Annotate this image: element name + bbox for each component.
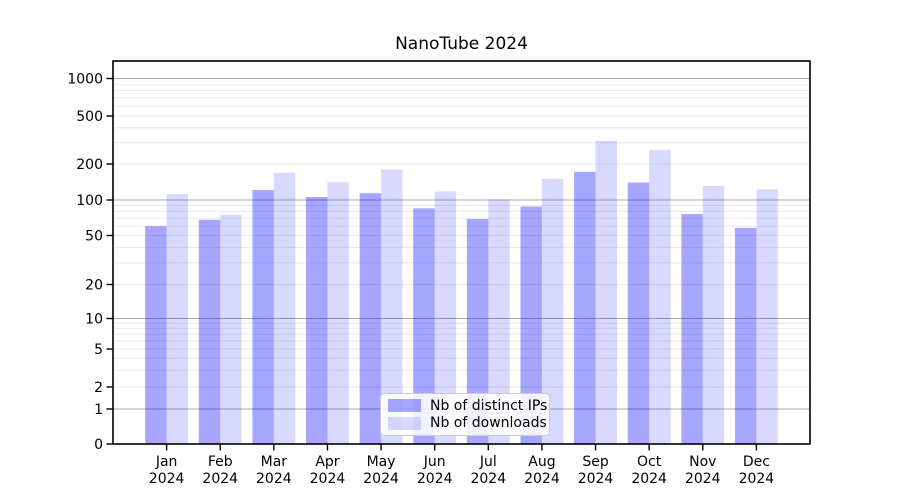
y-tick-label: 500 [76,109,103,125]
bar-downloads-mar [273,172,296,444]
bar-downloads-jul [488,199,510,444]
bar-distinct-ips-aug [520,206,542,444]
legend-item-distinct-ips: Nb of distinct IPs [388,397,547,414]
y-tick-label: 1 [94,402,103,418]
legend-swatch-downloads [388,416,421,430]
plot-border [112,60,811,445]
x-tick-label-year: 2024 [739,471,775,487]
bar-downloads-apr [327,182,349,444]
x-tick-label-month: Mar [261,454,288,470]
y-tick-label: 1000 [67,72,103,88]
x-tick-label-month: Sep [582,454,609,470]
x-tick-label-month: Jun [423,454,446,470]
bar-distinct-ips-dec [734,227,757,444]
x-tick-label-month: May [367,454,396,470]
x-tick-label-year: 2024 [524,471,560,487]
x-tick-label-month: Dec [743,454,770,470]
x-tick-label-year: 2024 [310,471,346,487]
y-tick-label: 10 [85,312,103,328]
bar-distinct-ips-jul [466,219,489,444]
x-tick-label-year: 2024 [256,471,292,487]
bar-distinct-ips-may [359,193,382,444]
bar-downloads-feb [220,214,242,444]
bar-downloads-jan [166,194,189,444]
x-tick-label-year: 2024 [685,471,721,487]
x-tick-label-month: Aug [528,454,555,470]
x-tick-label-year: 2024 [202,471,238,487]
x-tick-label-month: Oct [637,454,662,470]
bar-distinct-ips-feb [198,219,221,444]
y-tick-label: 50 [85,229,103,245]
x-tick-label-month: Feb [208,454,233,470]
bar-distinct-ips-mar [252,190,274,444]
bar-downloads-jun [434,191,457,444]
bar-downloads-sep [595,140,617,444]
bar-distinct-ips-sep [574,171,596,444]
x-tick-label-year: 2024 [470,471,506,487]
y-tick-label: 100 [76,193,103,209]
legend-label-downloads: Nb of downloads [430,415,547,432]
x-tick-label-month: Nov [689,454,716,470]
legend-swatch-distinct-ips [388,399,421,413]
x-tick-label-month: Jan [155,454,178,470]
x-tick-label-month: Apr [315,454,339,470]
bar-downloads-dec [756,189,778,444]
chart-title: NanoTube 2024 [395,34,528,54]
x-tick-label-month: Jul [479,454,497,470]
x-tick-label-year: 2024 [631,471,667,487]
y-tick-label: 0 [94,437,103,453]
x-tick-label-year: 2024 [149,471,185,487]
bar-distinct-ips-jun [413,208,435,444]
bar-downloads-nov [702,185,725,445]
bar-distinct-ips-nov [681,214,703,444]
x-tick-label-year: 2024 [417,471,453,487]
legend-item-downloads: Nb of downloads [388,415,547,432]
bar-downloads-may [381,169,403,444]
bar-distinct-ips-apr [306,196,328,444]
bar-downloads-oct [649,149,671,444]
y-tick-label: 5 [94,342,103,358]
bar-distinct-ips-jan [145,226,167,444]
y-tick-label: 2 [94,380,103,396]
y-tick-label: 20 [85,278,103,294]
legend-label-distinct-ips: Nb of distinct IPs [430,397,548,414]
y-tick-label: 200 [76,157,103,173]
bar-downloads-aug [541,178,564,444]
x-tick-label-year: 2024 [363,471,399,487]
bar-distinct-ips-oct [627,182,650,444]
x-tick-label-year: 2024 [578,471,614,487]
legend: Nb of distinct IPs Nb of downloads [380,393,550,436]
